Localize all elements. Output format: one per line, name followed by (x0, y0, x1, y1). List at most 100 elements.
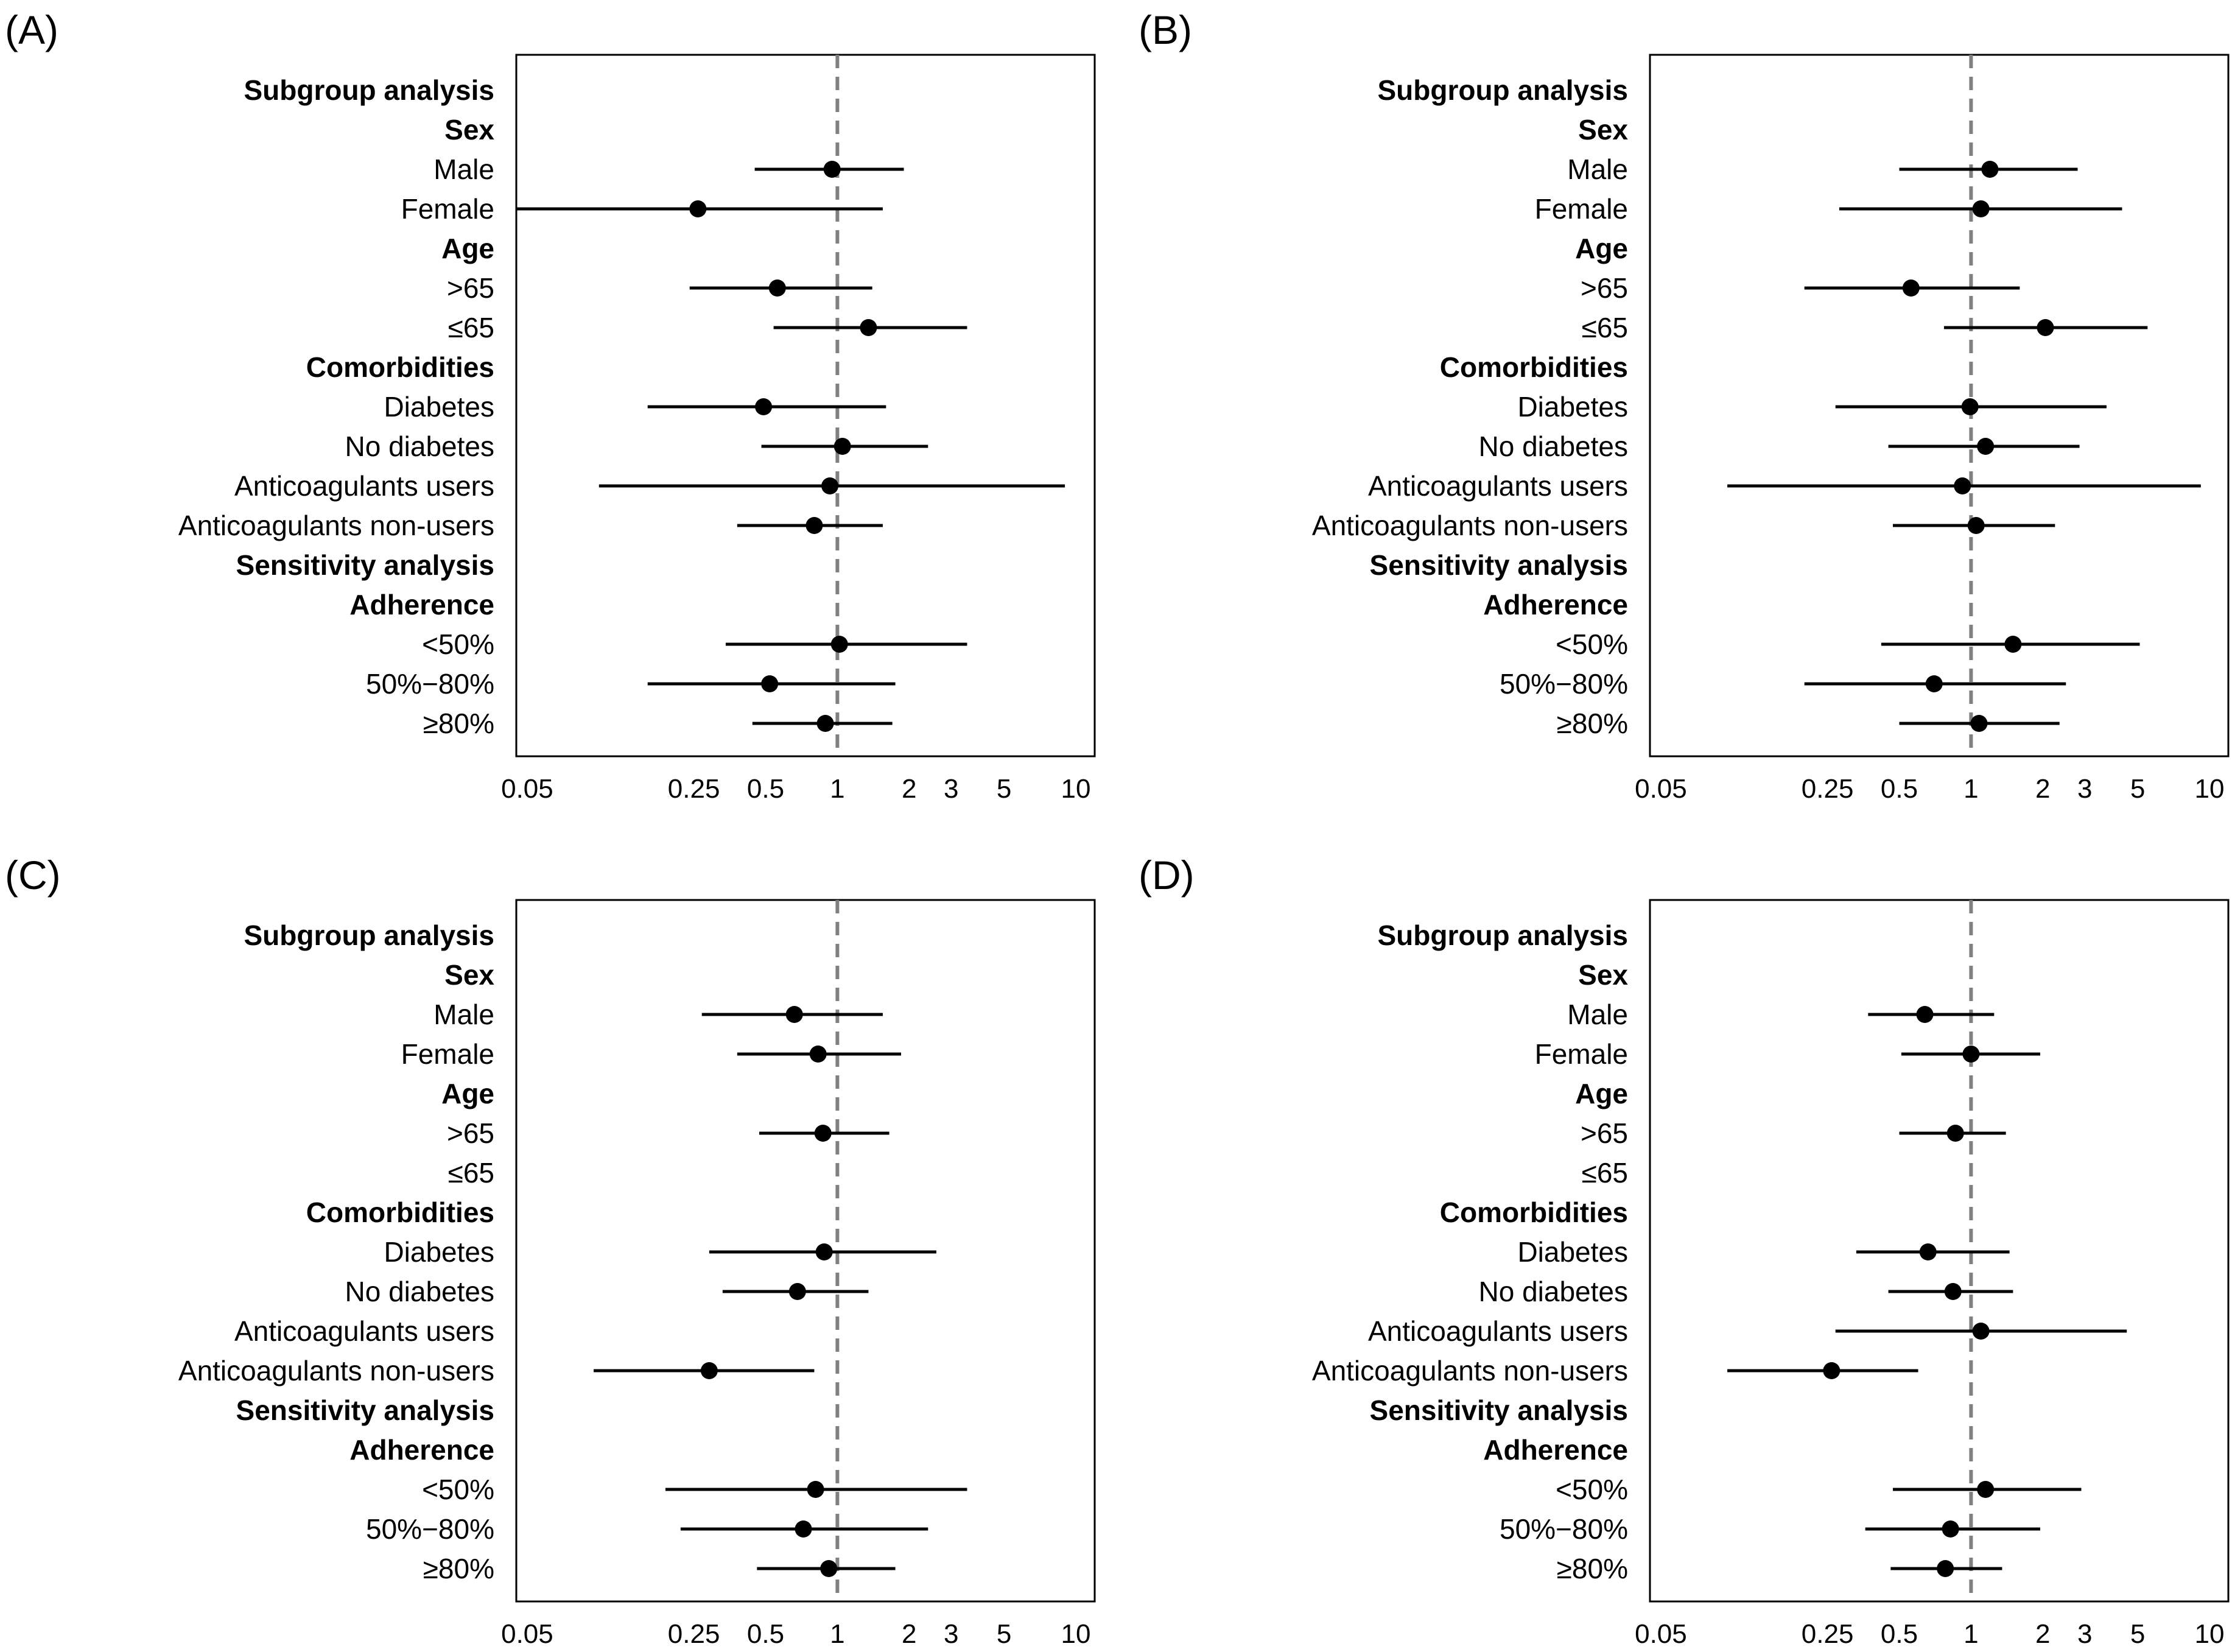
point-estimate (2037, 319, 2054, 336)
point-estimate (814, 1125, 832, 1142)
x-tick-label: 0.25 (1802, 1619, 1854, 1649)
row-label: Anticoagulants non-users (178, 510, 494, 541)
x-tick-label: 10 (1061, 774, 1091, 804)
row-label: ≤65 (1582, 312, 1628, 343)
point-estimate (2004, 636, 2022, 653)
row-label: 50%−80% (366, 668, 494, 700)
row-heading: Comorbidities (306, 1197, 494, 1228)
panel-label: (B) (1139, 7, 1192, 52)
row-label: No diabetes (1479, 1276, 1629, 1307)
point-estimate (700, 1362, 718, 1379)
row-label: ≤65 (1582, 1157, 1628, 1189)
point-estimate (1977, 438, 1995, 455)
point-estimate (1954, 477, 1971, 494)
plot-frame (515, 54, 1096, 757)
x-tick-label: 0.5 (1881, 774, 1918, 804)
x-tick-label: 0.5 (747, 1619, 784, 1649)
row-label: ≥80% (1557, 708, 1628, 739)
x-tick-label: 2 (2035, 1619, 2050, 1649)
point-estimate (860, 319, 877, 336)
panel-label: (A) (5, 7, 58, 52)
point-estimate (816, 715, 834, 732)
row-heading: Comorbidities (1440, 1197, 1628, 1228)
plot-frame (515, 899, 1096, 1603)
forest-panel: (A) Subgroup analysis Sex Male Female Age >65 ≤… (5, 7, 1096, 804)
point-estimate (1977, 1481, 1995, 1498)
row-heading: Sex (1578, 114, 1628, 146)
row-heading: Subgroup analysis (1377, 919, 1628, 951)
row-heading: Sensitivity analysis (1370, 549, 1628, 581)
x-tick-label: 5 (997, 1619, 1011, 1649)
point-estimate (1970, 715, 1988, 732)
x-tick-label: 10 (2195, 1619, 2225, 1649)
point-estimate (807, 1481, 824, 1498)
row-label: No diabetes (1479, 431, 1629, 462)
row-label: >65 (1581, 1117, 1628, 1149)
row-label: ≥80% (423, 1553, 494, 1584)
row-label: Male (433, 153, 494, 185)
forest-panel: (B) Subgroup analysis Sex Male Female Age >65 ≤… (1139, 7, 2230, 804)
point-estimate (1942, 1520, 1959, 1538)
point-estimate (823, 161, 841, 178)
row-heading: Subgroup analysis (244, 919, 494, 951)
row-label: Anticoagulants users (1368, 1315, 1628, 1347)
row-label: ≤65 (448, 312, 494, 343)
point-estimate (1937, 1560, 1954, 1577)
point-estimate (1902, 279, 1920, 297)
row-label: ≤65 (448, 1157, 494, 1189)
row-heading: Sensitivity analysis (236, 1394, 494, 1426)
row-label: Female (1535, 193, 1628, 225)
row-label: No diabetes (345, 1276, 495, 1307)
x-tick-label: 2 (902, 1619, 916, 1649)
forest-panel: (C) Subgroup analysis Sex Male Female Age >65 ≤… (5, 852, 1096, 1649)
x-tick-label: 0.25 (1802, 774, 1854, 804)
point-estimate (1972, 200, 1990, 217)
row-label: Anticoagulants non-users (1312, 1355, 1628, 1387)
point-estimate (755, 398, 773, 415)
row-label: Male (1567, 153, 1628, 185)
forest-panel: (D) Subgroup analysis Sex Male Female Age >65 ≤… (1139, 852, 2230, 1649)
row-label: >65 (1581, 272, 1628, 304)
row-heading: Sex (444, 959, 494, 991)
x-tick-label: 10 (2195, 774, 2225, 804)
point-estimate (1961, 398, 1979, 415)
point-estimate (761, 675, 779, 692)
point-estimate (1925, 675, 1943, 692)
point-estimate (830, 636, 848, 653)
point-estimate (768, 279, 786, 297)
row-label: Male (433, 999, 494, 1030)
point-estimate (821, 477, 839, 494)
row-label: Anticoagulants users (234, 1315, 494, 1347)
row-heading: Subgroup analysis (1377, 74, 1628, 106)
x-tick-label: 5 (2130, 1619, 2145, 1649)
point-estimate (788, 1283, 806, 1300)
x-tick-label: 3 (2077, 1619, 2092, 1649)
point-estimate (809, 1046, 827, 1063)
row-label: <50% (422, 628, 494, 660)
row-label: <50% (1556, 628, 1628, 660)
row-label: Diabetes (1517, 1236, 1628, 1268)
x-tick-label: 0.5 (747, 774, 784, 804)
row-label: Diabetes (384, 1236, 494, 1268)
row-label: Male (1567, 999, 1628, 1030)
point-estimate (805, 517, 823, 534)
point-estimate (785, 1006, 803, 1023)
x-tick-label: 0.25 (668, 1619, 720, 1649)
point-estimate (820, 1560, 838, 1577)
point-estimate (833, 438, 851, 455)
row-heading: Sex (1578, 959, 1628, 991)
x-tick-label: 0.5 (1881, 1619, 1918, 1649)
row-heading: Age (1575, 1078, 1628, 1109)
row-heading: Adherence (349, 589, 494, 620)
panel-label: (D) (1139, 852, 1195, 898)
row-label: <50% (1556, 1474, 1628, 1505)
x-tick-label: 1 (830, 1619, 844, 1649)
row-heading: Adherence (1483, 589, 1628, 620)
point-estimate (1962, 1046, 1980, 1063)
x-tick-label: 3 (944, 774, 958, 804)
point-estimate (1972, 1323, 1990, 1340)
panel-label: (C) (5, 852, 61, 898)
point-estimate (1823, 1362, 1841, 1379)
row-heading: Sensitivity analysis (236, 549, 494, 581)
